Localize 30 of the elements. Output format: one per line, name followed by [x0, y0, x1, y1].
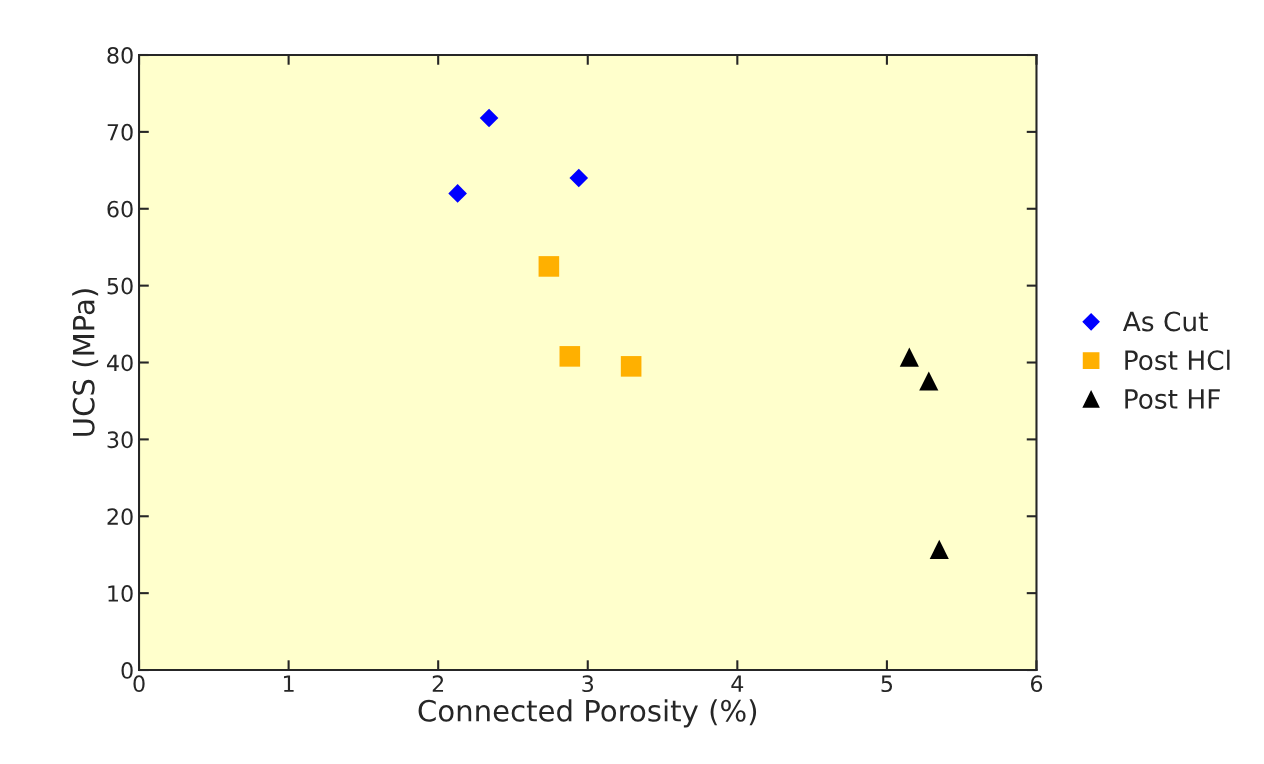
y-tick-label: 50	[107, 277, 133, 295]
x-tick-label: 2	[432, 675, 444, 692]
point	[929, 539, 949, 559]
point	[448, 184, 467, 203]
x-tick-label: 5	[881, 675, 893, 693]
x-tick-label: 4	[731, 675, 744, 692]
x-tick-label: 6	[1030, 675, 1043, 693]
y-tick-label: 10	[108, 585, 133, 602]
legend-label: As Cut	[1122, 311, 1208, 332]
x-tick-label: 1	[283, 675, 294, 692]
x-axis-title: Connected Porosity (%)	[418, 699, 757, 728]
point	[569, 168, 589, 188]
y-tick-label: 80	[107, 46, 133, 64]
point	[479, 108, 499, 128]
y-tick-label: 20	[107, 508, 133, 526]
y-tick-label: 60	[107, 200, 133, 218]
point	[919, 371, 939, 391]
legend-label: Post HCl	[1125, 349, 1230, 371]
y-tick-label: 0	[121, 661, 133, 679]
point	[559, 346, 581, 367]
point	[899, 347, 919, 367]
x-tick-label: 3	[582, 675, 594, 693]
legend-label: Post HF	[1125, 389, 1220, 409]
x-tick-label: 0	[133, 675, 145, 693]
y-axis-title: UCS (MPa)	[72, 289, 99, 436]
y-tick-label: 40	[106, 354, 133, 372]
point	[538, 256, 560, 277]
y-tick-label: 70	[107, 123, 133, 141]
point	[620, 356, 642, 377]
y-tick-label: 30	[107, 431, 133, 449]
